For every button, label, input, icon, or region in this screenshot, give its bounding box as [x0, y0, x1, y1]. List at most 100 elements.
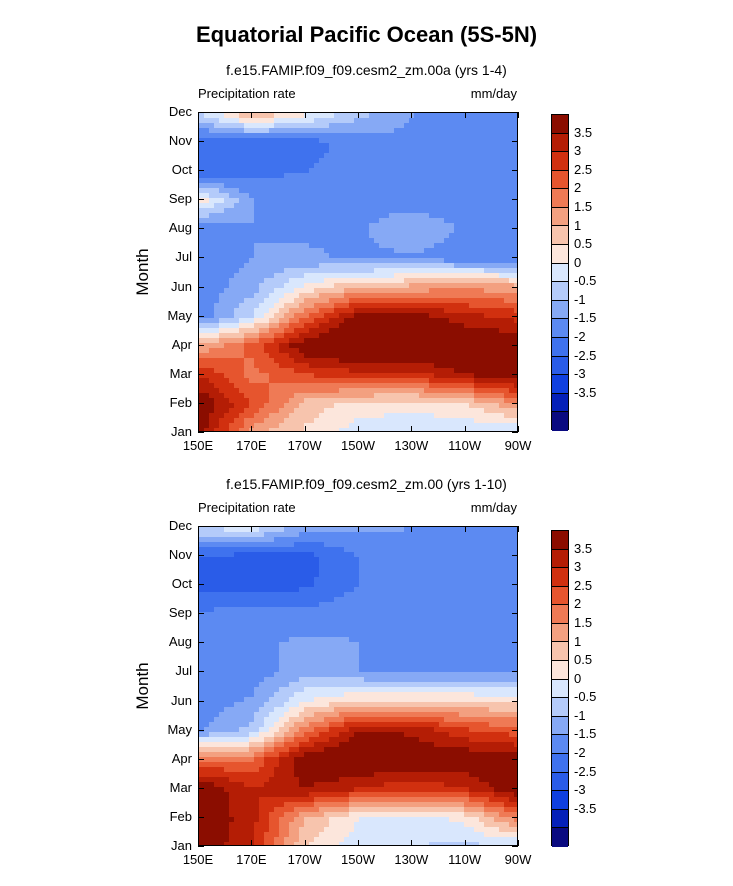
heatmap-cell	[279, 293, 285, 299]
heatmap-cell	[224, 582, 230, 588]
heatmap-cell	[499, 133, 505, 139]
heatmap-cell	[329, 263, 335, 269]
heatmap-cell	[494, 358, 500, 364]
heatmap-cell	[374, 118, 380, 124]
heatmap-cell	[439, 193, 445, 199]
heatmap-cell	[219, 148, 225, 154]
heatmap-cell	[354, 138, 360, 144]
heatmap-cell	[274, 183, 280, 189]
heatmap-cell	[389, 293, 395, 299]
heatmap-cell	[314, 173, 320, 179]
heatmap-cell	[229, 353, 235, 359]
heatmap-cell	[354, 373, 360, 379]
heatmap-cell	[239, 318, 245, 324]
heatmap-cell	[209, 378, 215, 384]
heatmap-cell	[374, 527, 380, 533]
heatmap-cell	[269, 273, 275, 279]
heatmap-cell	[469, 343, 475, 349]
heatmap-cell	[464, 298, 470, 304]
heatmap-cell	[334, 363, 340, 369]
heatmap-cell	[474, 308, 480, 314]
heatmap-cell	[349, 128, 355, 134]
heatmap-cell	[284, 333, 290, 339]
heatmap-cell	[504, 343, 510, 349]
heatmap-cell	[249, 587, 255, 593]
heatmap-cell	[204, 313, 210, 319]
heatmap-cell	[284, 143, 290, 149]
heatmap-cell	[424, 527, 430, 533]
heatmap-cell	[379, 123, 385, 129]
heatmap-cell	[254, 348, 260, 354]
heatmap-cell	[334, 388, 340, 394]
heatmap-cell	[279, 358, 285, 364]
heatmap-cell	[424, 413, 430, 419]
heatmap-cell	[254, 363, 260, 369]
heatmap-cell	[239, 288, 245, 294]
heatmap-cell	[274, 293, 280, 299]
heatmap-cell	[309, 423, 315, 429]
heatmap-cell	[264, 338, 270, 344]
heatmap-cell	[254, 328, 260, 334]
heatmap-cell	[299, 123, 305, 129]
heatmap-cell	[259, 153, 265, 159]
heatmap-cell	[404, 358, 410, 364]
x-tick-mark	[518, 426, 519, 432]
heatmap-cell	[469, 532, 475, 538]
heatmap-cell	[499, 333, 505, 339]
heatmap-cell	[364, 293, 370, 299]
heatmap-cell	[234, 393, 240, 399]
heatmap-cell	[499, 178, 505, 184]
heatmap-cell	[339, 318, 345, 324]
heatmap-cell	[229, 263, 235, 269]
heatmap-cell	[399, 113, 405, 119]
heatmap-cell	[219, 178, 225, 184]
colorbar-swatch	[552, 245, 568, 264]
heatmap-cell	[404, 128, 410, 134]
heatmap-cell	[199, 218, 205, 224]
heatmap-cell	[199, 293, 205, 299]
heatmap-cell	[229, 567, 235, 573]
heatmap-cell	[489, 213, 495, 219]
colorbar-label: 1.5	[574, 198, 593, 214]
heatmap-cell	[409, 393, 415, 399]
heatmap-cell	[244, 218, 250, 224]
heatmap-cell	[274, 408, 280, 414]
heatmap-cell	[349, 273, 355, 279]
heatmap-cell	[444, 213, 450, 219]
heatmap-cell	[474, 258, 480, 264]
heatmap-cell	[344, 343, 350, 349]
heatmap-cell	[244, 213, 250, 219]
heatmap-cell	[299, 587, 305, 593]
heatmap-cell	[404, 198, 410, 204]
heatmap-cell	[364, 238, 370, 244]
heatmap-cell	[219, 278, 225, 284]
heatmap-cell	[464, 113, 470, 119]
heatmap-cell	[489, 183, 495, 189]
heatmap-cell	[489, 323, 495, 329]
heatmap-cell	[229, 278, 235, 284]
heatmap-cell	[234, 532, 240, 538]
heatmap-cell	[419, 208, 425, 214]
heatmap-cell	[224, 123, 230, 129]
heatmap-cell	[494, 368, 500, 374]
heatmap-cell	[439, 582, 445, 588]
heatmap-cell	[219, 408, 225, 414]
heatmap-cell	[409, 418, 415, 424]
heatmap-cell	[454, 113, 460, 119]
heatmap-cell	[499, 388, 505, 394]
heatmap-cell	[429, 253, 435, 259]
heatmap-cell	[269, 383, 275, 389]
heatmap-cell	[499, 552, 505, 558]
heatmap-cell	[234, 293, 240, 299]
heatmap-cell	[454, 388, 460, 394]
heatmap-cell	[374, 173, 380, 179]
heatmap-cell	[464, 163, 470, 169]
heatmap-cell	[404, 293, 410, 299]
heatmap-cell	[379, 542, 385, 548]
heatmap-cell	[314, 333, 320, 339]
heatmap-cell	[374, 353, 380, 359]
heatmap-cell	[379, 263, 385, 269]
heatmap-cell	[379, 378, 385, 384]
heatmap-cell	[244, 258, 250, 264]
heatmap-cell	[364, 158, 370, 164]
